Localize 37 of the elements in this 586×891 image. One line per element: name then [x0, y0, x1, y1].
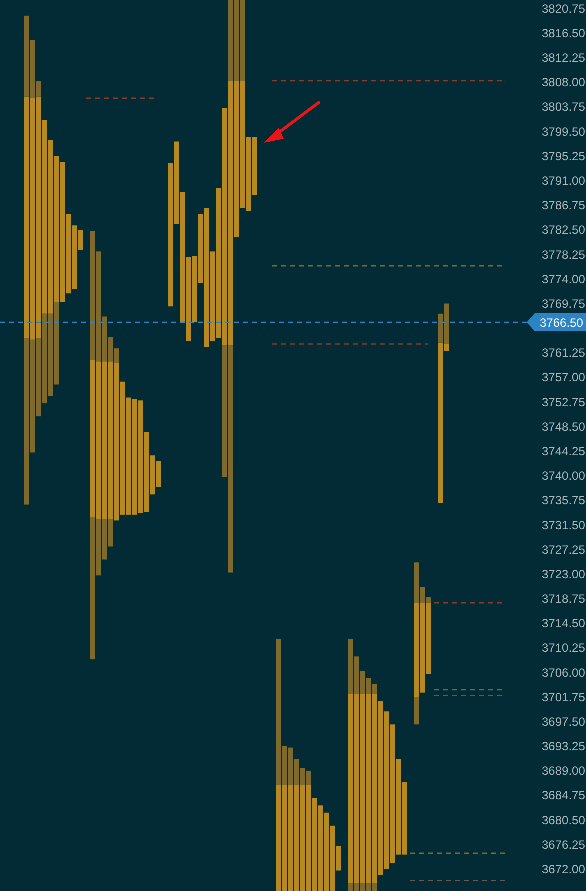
- y-tick-label: 3723.00: [542, 567, 586, 582]
- y-tick-label: 3701.75: [542, 690, 586, 704]
- y-tick-label: 3735.75: [542, 494, 586, 508]
- y-tick-label: 3761.25: [542, 346, 586, 360]
- y-tick-label: 3778.25: [542, 248, 586, 262]
- y-tick-label: 3744.25: [542, 444, 586, 458]
- y-tick-label: 3786.75: [542, 198, 586, 213]
- y-tick-label: 3689.00: [542, 764, 586, 778]
- y-tick-label: 3752.75: [542, 395, 586, 410]
- y-tick-label: 3672.00: [542, 862, 586, 877]
- y-tick-label: 3808.00: [542, 76, 586, 90]
- ref-line-label: 3766.50: [540, 316, 584, 330]
- y-tick-label: 3693.25: [542, 740, 586, 754]
- y-tick-label: 3710.25: [542, 641, 586, 656]
- y-tick-label: 3816.50: [542, 26, 586, 40]
- y-tick-label: 3748.50: [542, 420, 586, 434]
- y-tick-label: 3757.00: [542, 370, 586, 385]
- y-tick-label: 3706.00: [542, 666, 586, 680]
- bar: [414, 697, 419, 725]
- y-tick-label: 3795.25: [542, 149, 586, 164]
- y-tick-label: 3799.50: [542, 124, 586, 139]
- y-tick-label: 3782.50: [542, 223, 586, 238]
- y-tick-label: 3740.00: [542, 469, 586, 484]
- y-tick-label: 3774.00: [542, 272, 586, 286]
- y-tick-label: 3812.25: [542, 51, 586, 66]
- y-tick-label: 3718.75: [542, 592, 586, 606]
- y-tick-label: 3791.00: [542, 174, 586, 188]
- y-tick-label: 3727.25: [542, 542, 586, 557]
- y-tick-label: 3680.50: [542, 813, 586, 828]
- y-tick-label: 3803.75: [542, 100, 586, 114]
- y-tick-label: 3731.50: [542, 518, 586, 532]
- y-tick-label: 3676.25: [542, 838, 586, 852]
- y-tick-label: 3820.75: [542, 2, 586, 16]
- y-tick-label: 3697.50: [542, 714, 586, 729]
- y-tick-label: 3714.50: [542, 616, 586, 631]
- y-tick-label: 3684.75: [542, 788, 586, 803]
- y-tick-label: 3769.75: [542, 296, 586, 311]
